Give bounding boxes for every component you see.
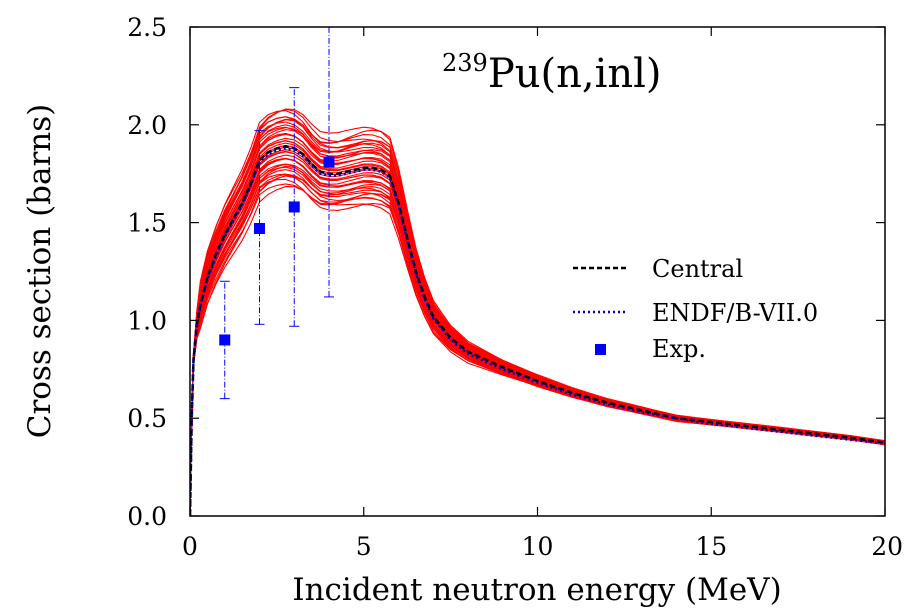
x-tick-label: 20 xyxy=(871,532,903,561)
experimental-points xyxy=(219,26,335,400)
band-curve xyxy=(190,142,885,516)
band-curve xyxy=(190,175,885,516)
y-axis-title: Cross section (barns) xyxy=(22,104,58,439)
band-curve xyxy=(190,108,885,516)
exp-point xyxy=(254,222,265,234)
band-curve xyxy=(190,137,885,516)
x-tick-label: 0 xyxy=(182,532,198,561)
central-line xyxy=(190,145,885,516)
y-tick-label: 1.0 xyxy=(127,306,167,335)
exp-point xyxy=(288,201,300,213)
y-tick-label: 2.0 xyxy=(127,111,167,140)
x-axis-title: Incident neutron energy (MeV) xyxy=(292,572,781,608)
title-main: Pu(n,inl) xyxy=(488,51,662,97)
band-curve xyxy=(190,166,885,516)
exp-point xyxy=(323,156,335,168)
chart-title: 239Pu(n,inl) xyxy=(442,49,662,97)
y-tick-label: 0.5 xyxy=(127,404,167,433)
title-superscript: 239 xyxy=(442,49,488,77)
exp-point xyxy=(219,334,231,346)
x-tick-label: 10 xyxy=(522,532,554,561)
legend: Central ENDF/B-VII.0 Exp. xyxy=(573,255,818,363)
legend-exp-label: Exp. xyxy=(652,335,706,363)
band-curve xyxy=(190,163,885,516)
x-tick-label: 5 xyxy=(356,532,372,561)
legend-central-label: Central xyxy=(652,255,743,283)
y-tick-label: 1.5 xyxy=(127,209,167,238)
band-curve xyxy=(190,163,885,516)
axis-ticks: 0 5 10 15 20 0.0 0.5 1.0 1.5 2.0 2.5 xyxy=(127,13,903,561)
legend-endf-label: ENDF/B-VII.0 xyxy=(652,299,818,327)
legend-exp-swatch xyxy=(595,344,606,355)
y-tick-label: 0.0 xyxy=(127,502,167,531)
endf-line xyxy=(190,147,885,516)
band-curve xyxy=(190,108,885,516)
x-tick-label: 15 xyxy=(695,532,727,561)
series-lines xyxy=(190,145,885,516)
y-tick-label: 2.5 xyxy=(127,13,167,42)
